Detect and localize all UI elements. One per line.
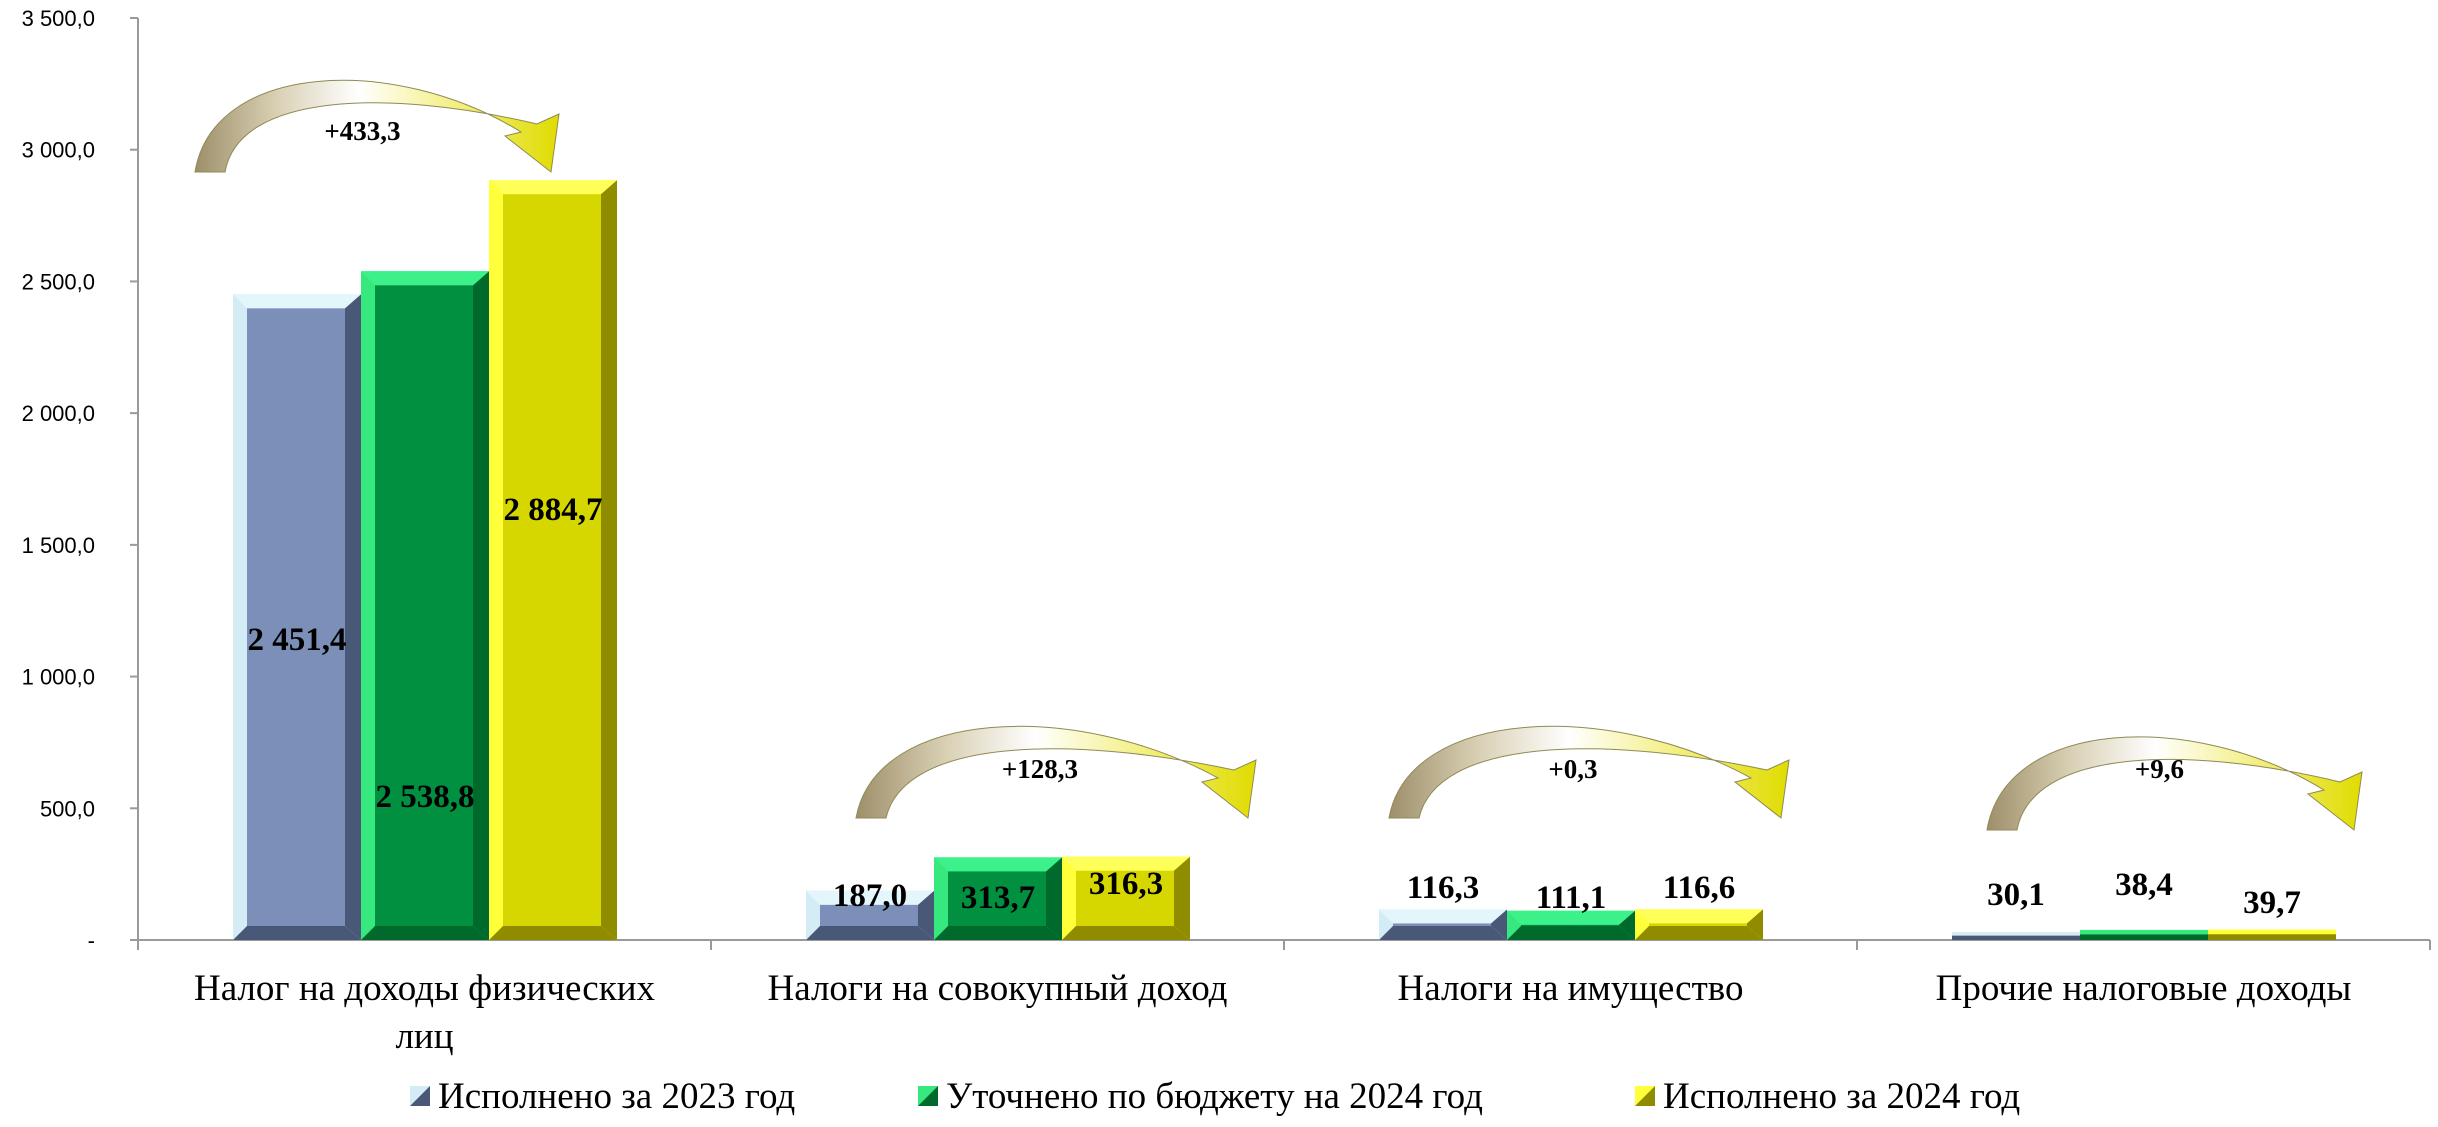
change-arrow <box>1388 725 1790 819</box>
bar <box>1507 910 1635 940</box>
data-label: 2 884,7 <box>504 492 603 528</box>
data-labels: 2 451,4 2 538,8 2 884,7 +433,3 187,0 313,7 316… <box>248 116 2301 921</box>
data-label: 313,7 <box>961 880 1035 916</box>
y-tick-label: 1 500,0 <box>22 533 95 558</box>
bar-side <box>1491 909 1507 940</box>
bar-base <box>1062 926 1190 940</box>
legend-swatch-shade <box>1635 1086 1655 1106</box>
bar-face <box>1521 924 1619 926</box>
bar-base <box>1635 926 1763 940</box>
y-tick-label: 2 000,0 <box>22 401 95 426</box>
bar-top <box>1062 856 1190 871</box>
legend-label: Уточнено по бюджету на 2024 год <box>946 1076 1483 1117</box>
bar-side <box>1174 856 1190 940</box>
bar <box>361 271 489 941</box>
category-label: Налоги на имущество <box>1398 968 1744 1009</box>
bar-face <box>247 308 345 926</box>
bar <box>1062 856 1190 940</box>
bar <box>806 890 934 940</box>
data-label: 2 538,8 <box>376 779 475 815</box>
data-label: 111,1 <box>1536 880 1607 916</box>
bar-base <box>934 926 1062 940</box>
data-label: 116,6 <box>1663 870 1735 906</box>
bar-top <box>1635 909 1763 924</box>
bar-top <box>233 294 361 309</box>
data-label: 316,3 <box>1089 866 1163 902</box>
change-arrow <box>194 79 560 173</box>
change-arrow <box>1986 736 2363 831</box>
bar <box>1379 909 1507 940</box>
y-tick-label: 3 000,0 <box>22 138 95 163</box>
data-label: 38,4 <box>2115 867 2173 903</box>
legend-item: Исполнено за 2023 год <box>410 1076 795 1117</box>
delta-label: +128,3 <box>1002 754 1078 784</box>
bar-face <box>1649 923 1747 926</box>
axes: - 500,0 1 000,0 1 500,0 2 000,0 2 500,0 3 000,… <box>22 6 2431 1057</box>
bar <box>934 857 1062 940</box>
y-tick-label: 1 000,0 <box>22 665 95 690</box>
delta-label: +0,3 <box>1548 754 1597 784</box>
change-arrow <box>855 725 1257 819</box>
bar-base <box>2208 934 2336 940</box>
category-label: лиц <box>395 1016 453 1057</box>
bar-top <box>934 857 1062 872</box>
y-tick-label: 500,0 <box>40 796 95 821</box>
bar-side <box>1046 857 1062 940</box>
bar-top <box>361 271 489 286</box>
legend: Исполнено за 2023 год Уточнено по бюджету… <box>410 1076 2020 1117</box>
category-label: Налог на доходы физических <box>194 968 656 1009</box>
bar-base <box>361 926 489 940</box>
bar <box>2208 929 2336 940</box>
bar <box>1952 932 2080 940</box>
data-label: 30,1 <box>1987 877 2045 913</box>
bar-base <box>1507 926 1635 940</box>
data-label: 187,0 <box>833 878 907 914</box>
bar-side <box>601 180 617 941</box>
legend-swatch-shade <box>918 1086 938 1106</box>
bars <box>233 180 2336 941</box>
legend-label: Исполнено за 2023 год <box>438 1076 795 1117</box>
bar-top <box>806 890 934 905</box>
bar-face <box>1076 870 1174 926</box>
bar-side <box>1747 909 1763 940</box>
bar-base <box>2080 934 2208 940</box>
bar-top <box>489 180 617 195</box>
bar-base <box>233 926 361 940</box>
bar <box>489 180 617 941</box>
bar <box>1635 909 1763 940</box>
bar-face <box>948 871 1046 926</box>
bar-face <box>503 194 601 927</box>
bar-side <box>473 271 489 941</box>
data-label: 39,7 <box>2243 885 2301 921</box>
bar-base <box>806 926 934 940</box>
y-tick-label: 3 500,0 <box>22 6 95 31</box>
bar-top <box>1507 910 1635 925</box>
bar-face <box>375 285 473 927</box>
bar-side <box>918 890 934 940</box>
data-label: 2 451,4 <box>248 622 347 658</box>
bar <box>233 294 361 940</box>
bar <box>2080 929 2208 940</box>
y-tick-label: 2 500,0 <box>22 269 95 294</box>
legend-item: Уточнено по бюджету на 2024 год <box>918 1076 1483 1117</box>
legend-item: Исполнено за 2024 год <box>1635 1076 2020 1117</box>
category-label: Налоги на совокупный доход <box>768 968 1228 1009</box>
legend-swatch-shade <box>410 1086 430 1106</box>
bar-side <box>345 294 361 940</box>
bar-base <box>489 926 617 940</box>
bar-side <box>1619 910 1635 940</box>
bar-base <box>1379 926 1507 940</box>
bar-face <box>820 904 918 926</box>
category-label: Прочие налоговые доходы <box>1936 968 2352 1009</box>
legend-label: Исполнено за 2024 год <box>1663 1076 2020 1117</box>
delta-label: +9,6 <box>2135 754 2184 784</box>
change-arrows <box>194 79 2363 831</box>
data-label: 116,3 <box>1407 870 1479 906</box>
bar-face <box>1393 923 1491 926</box>
delta-label: +433,3 <box>324 116 400 146</box>
y-tick-label: - <box>88 928 95 953</box>
bar-top <box>1379 909 1507 924</box>
bar-base <box>1952 935 2080 940</box>
